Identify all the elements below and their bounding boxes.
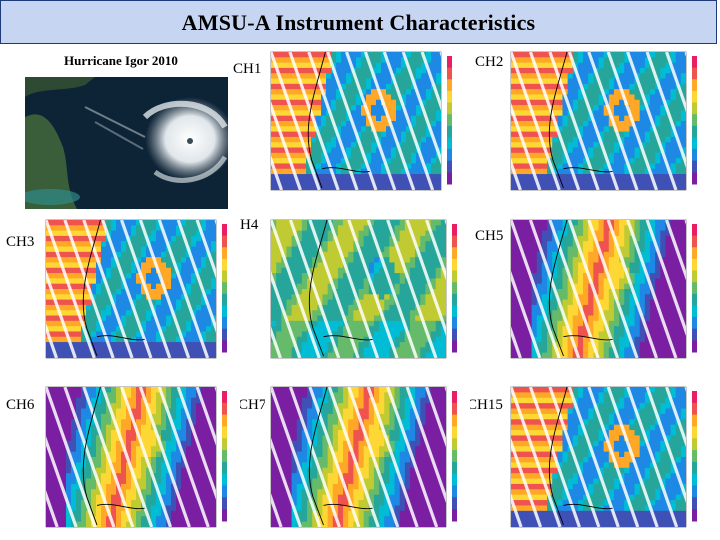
- ch15-map-panel: [505, 385, 710, 537]
- ch1-label: CH1: [233, 61, 262, 77]
- ch4-map-panel: [265, 218, 470, 368]
- photo-caption: Hurricane Igor 2010: [64, 53, 178, 68]
- ch1-map-panel: [265, 50, 465, 200]
- ch6-map-panel: [40, 385, 240, 537]
- title-bar: AMSU-A Instrument Characteristics: [0, 0, 717, 44]
- page-title: AMSU-A Instrument Characteristics: [181, 10, 536, 35]
- ch5-map-panel: [505, 218, 710, 368]
- ch3-label: CH3: [6, 234, 35, 250]
- ch7-map-panel: [265, 385, 470, 537]
- ch7-label: CH7: [238, 397, 267, 413]
- ch6-label: CH6: [6, 397, 35, 413]
- ch2-map-panel: [505, 50, 710, 200]
- ch15-label: CH15: [467, 397, 503, 413]
- ch2-label: CH2: [475, 54, 504, 70]
- hurricane-photo: [25, 77, 228, 209]
- ch3-map-panel: [40, 218, 240, 368]
- ch5-label: CH5: [475, 228, 504, 244]
